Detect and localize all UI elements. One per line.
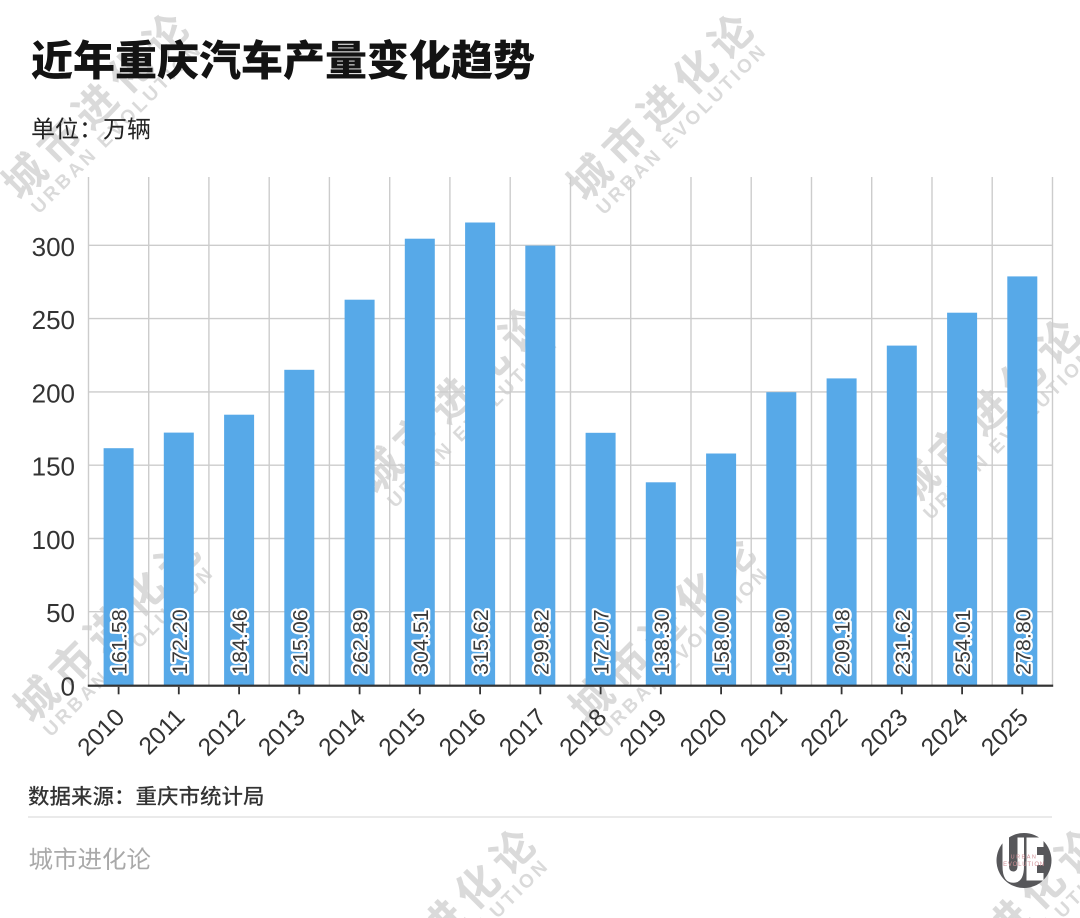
svg-text:304.51: 304.51 [409,609,433,675]
svg-text:0: 0 [61,672,75,702]
svg-text:EVOLUTION: EVOLUTION [1003,862,1045,868]
svg-text:161.58: 161.58 [108,609,132,675]
svg-text:URBAN: URBAN [1011,855,1038,861]
svg-text:254.01: 254.01 [951,609,975,675]
svg-text:158.00: 158.00 [710,609,734,675]
svg-text:150: 150 [32,452,75,482]
svg-text:315.62: 315.62 [469,609,493,675]
svg-text:262.89: 262.89 [349,609,373,675]
svg-text:172.07: 172.07 [590,609,614,675]
svg-text:138.30: 138.30 [650,609,674,675]
svg-text:299.82: 299.82 [529,609,553,675]
svg-text:209.18: 209.18 [831,609,855,675]
svg-text:50: 50 [46,598,75,628]
svg-text:300: 300 [32,232,75,262]
svg-text:278.80: 278.80 [1011,609,1035,675]
svg-text:215.06: 215.06 [288,609,312,675]
svg-text:250: 250 [32,305,75,335]
svg-text:231.62: 231.62 [891,609,915,675]
svg-text:184.46: 184.46 [228,609,252,675]
svg-text:100: 100 [32,525,75,555]
svg-text:199.80: 199.80 [770,609,794,675]
svg-text:200: 200 [32,378,75,408]
svg-text:172.20: 172.20 [168,609,192,675]
